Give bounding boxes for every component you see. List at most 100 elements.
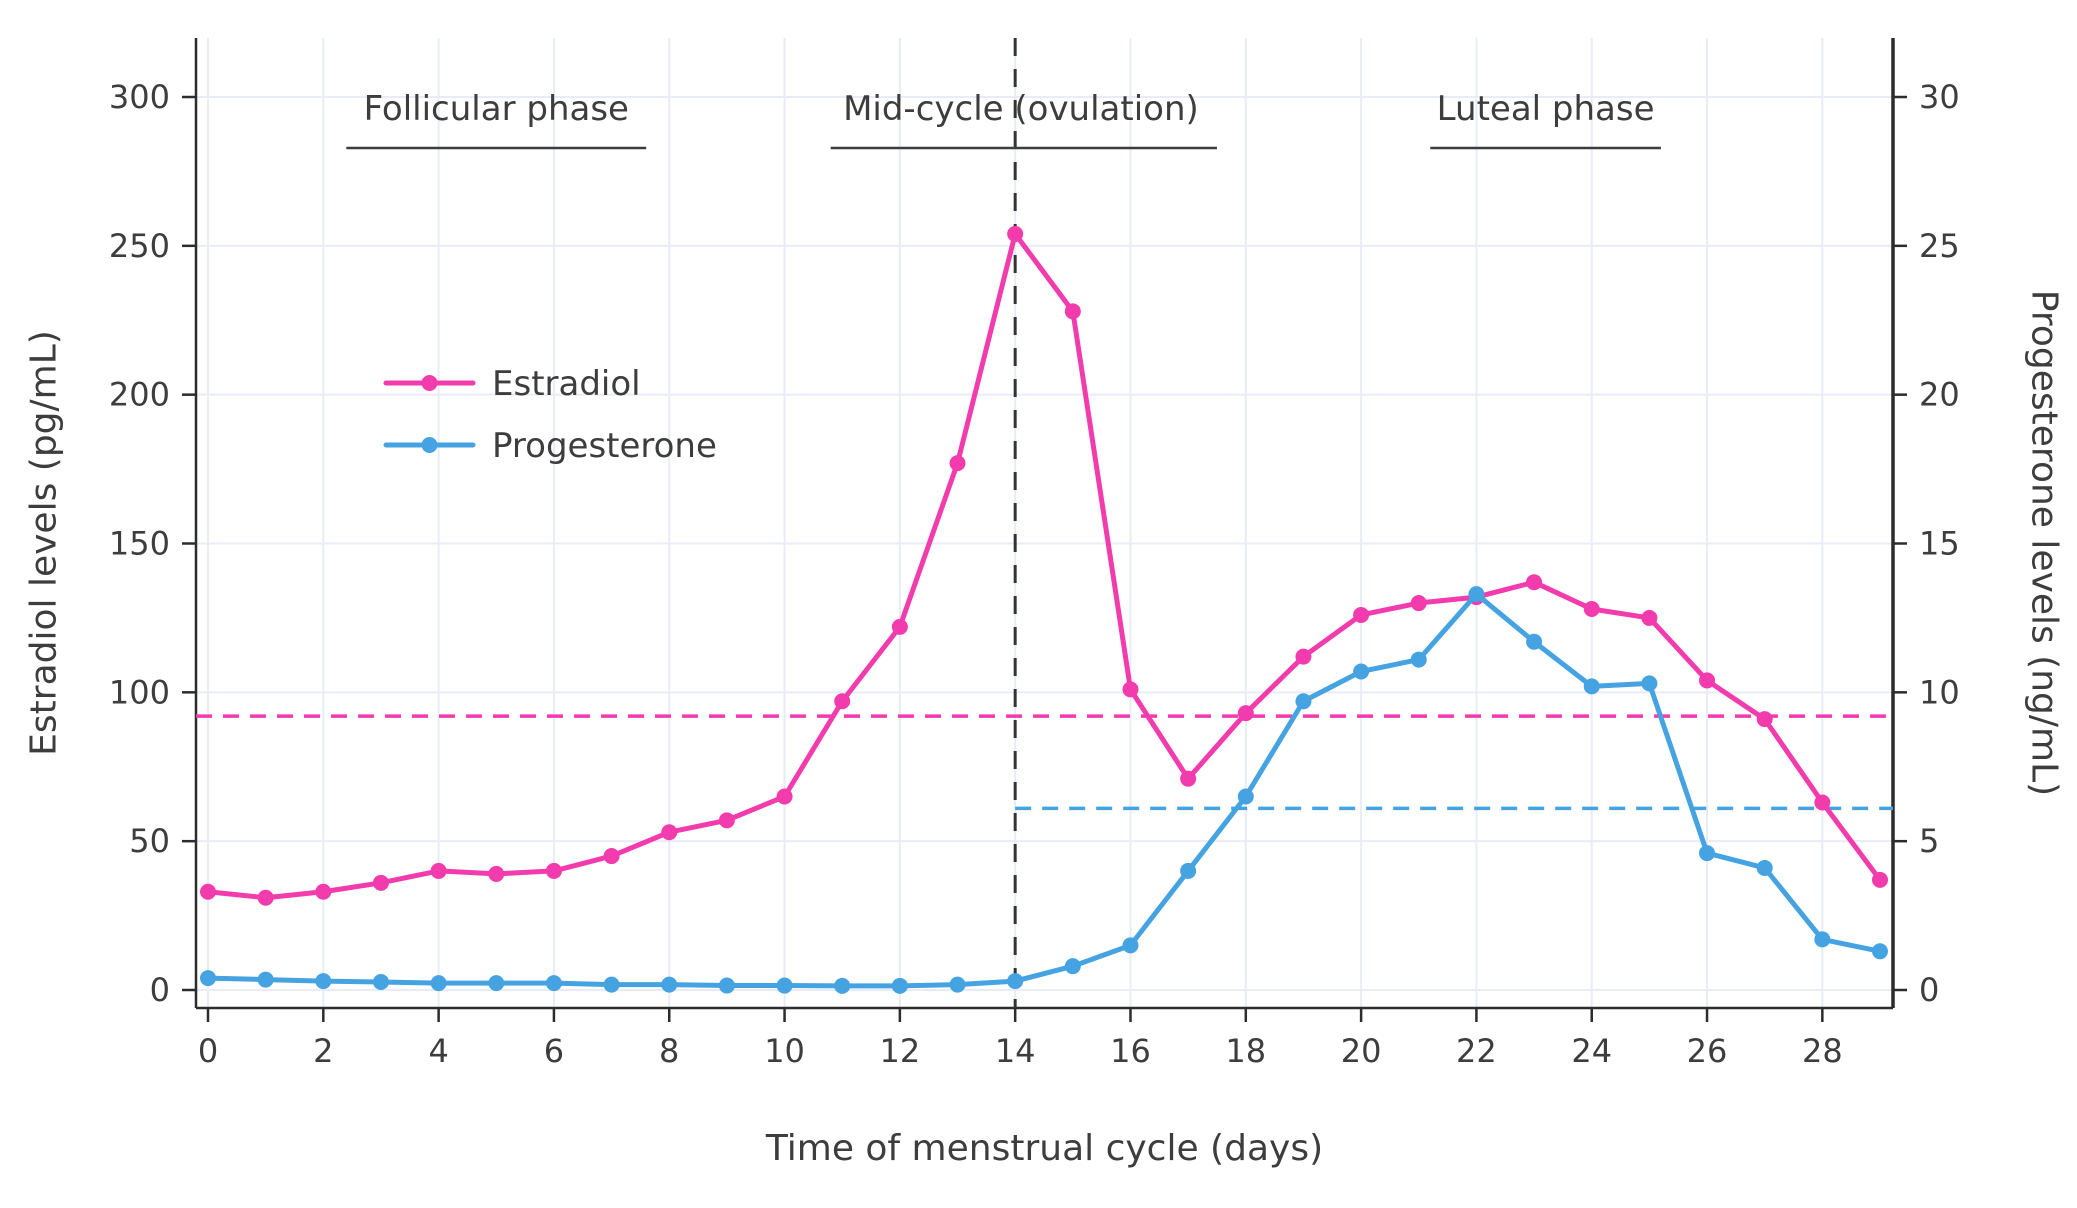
estradiol-point xyxy=(1410,595,1427,612)
left-y-axis-title: Estradiol levels (pg/mL) xyxy=(23,330,65,756)
progesterone-point xyxy=(718,977,735,994)
estradiol-point xyxy=(1122,681,1139,698)
left-y-tick-label: 100 xyxy=(109,673,170,711)
legend-swatch-marker-progesterone xyxy=(421,437,438,453)
phase-label: Luteal phase xyxy=(1437,89,1655,129)
left-y-tick-label: 200 xyxy=(109,376,170,414)
estradiol-point xyxy=(1180,770,1197,787)
right-y-axis-title: Progesterone levels (ng/mL) xyxy=(2023,289,2065,797)
legend-label-estradiol: Estradiol xyxy=(492,364,641,404)
x-tick-label: 0 xyxy=(198,1032,218,1070)
progesterone-point xyxy=(1064,958,1081,975)
x-tick-label: 2 xyxy=(313,1032,333,1070)
x-tick-label: 24 xyxy=(1571,1032,1612,1070)
progesterone-point xyxy=(891,977,908,994)
left-y-tick-label: 150 xyxy=(109,525,170,563)
x-tick-label: 28 xyxy=(1802,1032,1843,1070)
estradiol-point xyxy=(200,883,216,900)
progesterone-point xyxy=(372,973,389,990)
x-tick-label: 22 xyxy=(1456,1032,1497,1070)
estradiol-point xyxy=(545,862,562,879)
legend-label-progesterone: Progesterone xyxy=(492,426,717,466)
estradiol-point xyxy=(257,889,274,906)
x-tick-label: 18 xyxy=(1225,1032,1266,1070)
progesterone-point xyxy=(430,975,447,992)
left-y-tick-label: 0 xyxy=(150,971,170,1009)
estradiol-line xyxy=(205,231,1883,901)
estradiol-point xyxy=(661,824,678,841)
estradiol-point xyxy=(1641,609,1658,626)
progesterone-point xyxy=(949,976,966,993)
progesterone-point xyxy=(1641,675,1658,692)
estradiol-point xyxy=(1007,225,1024,242)
estradiol-point xyxy=(1756,711,1773,728)
x-tick-label: 8 xyxy=(659,1032,679,1070)
estradiol-point xyxy=(1295,648,1312,665)
progesterone-point xyxy=(1583,678,1600,695)
progesterone-point xyxy=(315,973,332,990)
right-y-tick-label: 20 xyxy=(1919,376,1960,414)
progesterone-point xyxy=(776,977,793,994)
estradiol-point xyxy=(776,788,793,805)
right-y-tick-label: 10 xyxy=(1919,673,1960,711)
left-y-tick-label: 300 xyxy=(109,78,170,116)
progesterone-line xyxy=(205,591,1883,989)
estradiol-point xyxy=(315,883,332,900)
progesterone-point xyxy=(200,970,216,987)
progesterone-point xyxy=(1699,845,1716,862)
estradiol-point xyxy=(430,862,447,879)
progesterone-point xyxy=(1295,693,1312,710)
progesterone-point xyxy=(545,975,562,992)
progesterone-point xyxy=(1468,586,1485,603)
x-tick-label: 12 xyxy=(880,1032,921,1070)
progesterone-point xyxy=(603,976,620,993)
estradiol-point xyxy=(718,812,735,829)
progesterone-point xyxy=(1180,862,1197,879)
estradiol-point xyxy=(834,693,851,710)
progesterone-point xyxy=(1353,663,1370,680)
progesterone-point xyxy=(488,975,505,992)
progesterone-point xyxy=(1756,859,1773,876)
progesterone-point xyxy=(1410,651,1427,668)
phase-label: Mid-cycle (ovulation) xyxy=(843,89,1199,129)
estradiol-point xyxy=(603,848,620,865)
estradiol-point xyxy=(372,874,389,891)
right-y-tick-label: 30 xyxy=(1919,78,1960,116)
x-tick-label: 10 xyxy=(764,1032,805,1070)
estradiol-point xyxy=(1583,600,1600,617)
right-y-tick-label: 25 xyxy=(1919,227,1960,265)
x-tick-label: 4 xyxy=(428,1032,448,1070)
progesterone-point xyxy=(1007,973,1024,990)
progesterone-point xyxy=(1872,943,1888,960)
progesterone-point xyxy=(834,977,851,994)
legend-swatch-marker-estradiol xyxy=(421,375,438,391)
x-tick-label: 26 xyxy=(1687,1032,1728,1070)
phase-label: Follicular phase xyxy=(364,89,629,129)
left-y-tick-label: 50 xyxy=(129,822,170,860)
estradiol-point xyxy=(1814,794,1831,811)
estradiol-point xyxy=(949,455,966,472)
progesterone-point xyxy=(257,971,274,988)
estradiol-point xyxy=(1237,705,1254,722)
estradiol-point xyxy=(1353,606,1370,623)
x-axis-title: Time of menstrual cycle (days) xyxy=(765,1128,1324,1169)
x-tick-label: 6 xyxy=(544,1032,564,1070)
progesterone-point xyxy=(1237,788,1254,805)
x-tick-label: 16 xyxy=(1110,1032,1151,1070)
x-tick-label: 14 xyxy=(995,1032,1036,1070)
estradiol-point xyxy=(1064,303,1081,320)
right-y-tick-label: 5 xyxy=(1919,822,1939,860)
estradiol-point xyxy=(1526,574,1543,591)
estradiol-point xyxy=(1699,672,1716,689)
progesterone-point xyxy=(1122,937,1139,954)
estradiol-point xyxy=(488,865,505,882)
estradiol-point xyxy=(1872,871,1888,888)
left-y-tick-label: 250 xyxy=(109,227,170,265)
progesterone-point xyxy=(661,976,678,993)
right-y-tick-label: 15 xyxy=(1919,525,1960,563)
x-tick-label: 20 xyxy=(1341,1032,1382,1070)
progesterone-point xyxy=(1526,633,1543,650)
estradiol-point xyxy=(891,618,908,635)
